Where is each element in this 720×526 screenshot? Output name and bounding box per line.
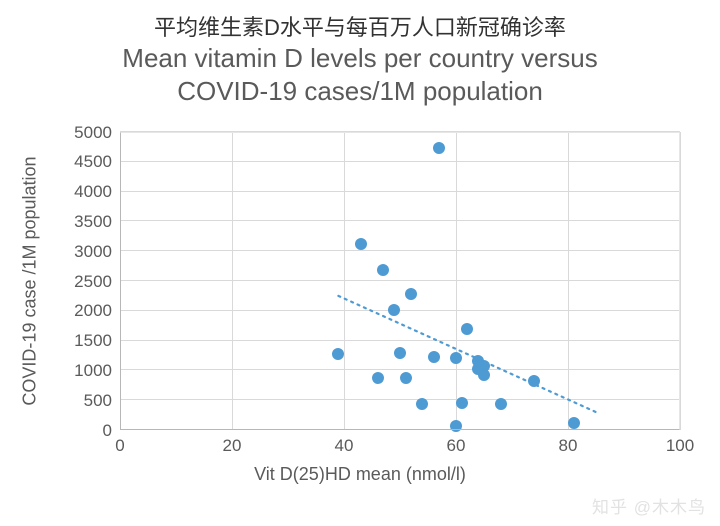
data-point [428,351,440,363]
gridline-h [120,220,680,221]
gridline-v [456,132,457,430]
gridline-h [120,250,680,251]
x-tick-label: 20 [223,436,242,456]
x-tick-label: 40 [335,436,354,456]
gridline-v [344,132,345,430]
x-tick-label: 0 [115,436,124,456]
data-point [394,347,406,359]
gridline-h [120,369,680,370]
data-point [450,420,462,432]
gridline-h [120,399,680,400]
x-tick-label: 100 [666,436,694,456]
y-tick-label: 5000 [60,123,112,143]
y-tick-label: 1000 [60,361,112,381]
trendline [120,132,680,430]
x-tick-label: 80 [559,436,578,456]
y-tick-label: 3000 [60,242,112,262]
y-tick-label: 4000 [60,182,112,202]
gridline-v [568,132,569,430]
plot-border [120,132,680,430]
x-axis-label: Vit D(25)HD mean (nmol/l) [0,464,720,485]
data-point [478,369,490,381]
data-point [405,288,417,300]
data-point [355,238,367,250]
title-english-line2: COVID-19 cases/1M population [0,75,720,108]
data-point [461,323,473,335]
scatter-plot [120,132,680,430]
data-point [528,375,540,387]
gridline-v [232,132,233,430]
title-english-line1: Mean vitamin D levels per country versus [0,42,720,75]
y-tick-label: 0 [60,421,112,441]
y-axis-label: COVID-19 case /1M population [20,156,41,405]
data-point [400,372,412,384]
data-point [433,142,445,154]
watermark: 知乎 @木木鸟 [592,493,706,518]
y-tick-label: 4500 [60,152,112,172]
y-tick-label: 1500 [60,331,112,351]
y-tick-label: 3500 [60,212,112,232]
gridline-h [120,280,680,281]
data-point [416,398,428,410]
gridline-h [120,340,680,341]
data-point [450,352,462,364]
gridline-h [120,191,680,192]
data-point [495,398,507,410]
y-tick-label: 2000 [60,301,112,321]
data-point [388,304,400,316]
x-tick-label: 60 [447,436,466,456]
gridline-h [120,131,680,132]
data-point [456,397,468,409]
y-tick-label: 500 [60,391,112,411]
gridline-h [120,161,680,162]
y-tick-label: 2500 [60,272,112,292]
data-point [372,372,384,384]
gridline-v [680,132,681,430]
title-english: Mean vitamin D levels per country versus… [0,42,720,107]
title-chinese: 平均维生素D水平与每百万人口新冠确诊率 [0,10,720,42]
data-point [377,264,389,276]
data-point [568,417,580,429]
data-point [332,348,344,360]
